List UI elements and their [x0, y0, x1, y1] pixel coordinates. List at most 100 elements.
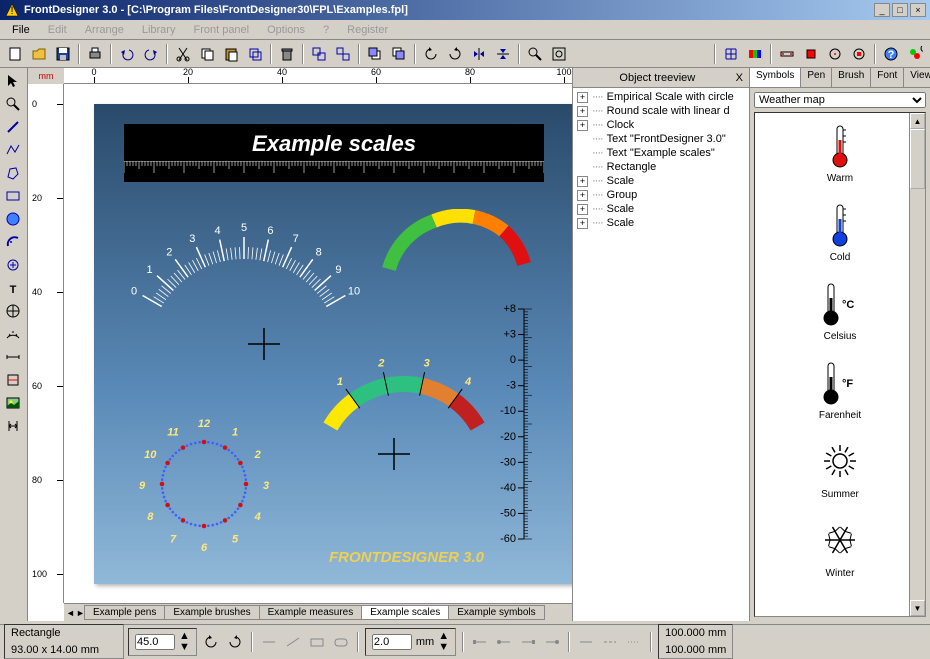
grid-button[interactable] [720, 43, 742, 65]
snap4-button[interactable] [848, 43, 870, 65]
select-tool[interactable] [2, 70, 24, 92]
new-button[interactable] [4, 43, 26, 65]
polyline-tool[interactable] [2, 139, 24, 161]
line-tool[interactable] [2, 116, 24, 138]
menu-edit[interactable]: Edit [40, 22, 75, 38]
menu-register[interactable]: Register [339, 22, 396, 38]
flip-h-button[interactable] [468, 43, 490, 65]
minimize-button[interactable]: _ [874, 3, 890, 17]
tree-item[interactable]: +····Group [575, 188, 747, 202]
cut-button[interactable] [172, 43, 194, 65]
menu-front-panel[interactable]: Front panel [185, 22, 257, 38]
rot-cw-button[interactable] [225, 632, 245, 652]
width-input[interactable] [372, 634, 412, 650]
polygon-tool[interactable] [2, 162, 24, 184]
open-button[interactable] [28, 43, 50, 65]
tab-measures[interactable]: Example measures [259, 605, 363, 620]
bring-front-button[interactable] [364, 43, 386, 65]
drill-tool[interactable] [2, 254, 24, 276]
scroll-down-button[interactable]: ▼ [910, 600, 925, 616]
rotate-right-button[interactable] [444, 43, 466, 65]
dash2-button[interactable] [600, 632, 620, 652]
tree-item[interactable]: ····Text "Example scales" [575, 146, 747, 160]
rtab-brush[interactable]: Brush [832, 68, 871, 87]
send-back-button[interactable] [388, 43, 410, 65]
menu-help[interactable]: ? [315, 22, 337, 38]
zoom-fit-button[interactable] [548, 43, 570, 65]
redo-button[interactable] [140, 43, 162, 65]
scroll-thumb[interactable] [910, 129, 925, 189]
tree-expand-icon[interactable]: + [577, 120, 588, 131]
ungroup-button[interactable] [332, 43, 354, 65]
rot-ccw-button[interactable] [201, 632, 221, 652]
flip-v-button[interactable] [492, 43, 514, 65]
end4-button[interactable] [542, 632, 562, 652]
width-stepper[interactable]: ▲▼ [438, 631, 449, 653]
angle-input[interactable] [135, 634, 175, 650]
tab-pens[interactable]: Example pens [84, 605, 165, 620]
close-button[interactable]: × [910, 3, 926, 17]
symbol-tool[interactable] [2, 369, 24, 391]
tree-item[interactable]: +····Scale [575, 202, 747, 216]
delete-button[interactable] [276, 43, 298, 65]
menu-file[interactable]: File [4, 22, 38, 38]
tree-item[interactable]: ····Text "FrontDesigner 3.0" [575, 132, 747, 146]
tree-expand-icon[interactable]: + [577, 190, 588, 201]
symbol-library-select[interactable]: Weather map [754, 92, 926, 108]
symbol-scrollbar[interactable]: ▲ ▼ [909, 113, 925, 616]
rtab-font[interactable]: Font [871, 68, 904, 87]
tab-symbols[interactable]: Example symbols [448, 605, 544, 620]
tab-scroll-left[interactable]: ◄ [66, 608, 75, 618]
tree-expand-icon[interactable]: + [577, 106, 588, 117]
dimension-tool[interactable] [2, 415, 24, 437]
rect-tool[interactable] [2, 185, 24, 207]
canvas[interactable]: Example scales 012345678910 [64, 84, 572, 603]
menu-library[interactable]: Library [134, 22, 184, 38]
tree-expand-icon[interactable]: + [577, 176, 588, 187]
symbol-item-cold[interactable]: Cold [755, 192, 925, 271]
tree-item[interactable]: +····Round scale with linear d [575, 104, 747, 118]
paste-button[interactable] [220, 43, 242, 65]
angle-stepper[interactable]: ▲▼ [179, 631, 190, 653]
crosshair-tool[interactable] [2, 300, 24, 322]
symbol-item-summer[interactable]: Summer [755, 429, 925, 508]
menu-options[interactable]: Options [259, 22, 313, 38]
zoom-button[interactable] [524, 43, 546, 65]
end1-button[interactable] [470, 632, 490, 652]
end2-button[interactable] [494, 632, 514, 652]
tab-scales[interactable]: Example scales [361, 605, 449, 620]
symbol-list[interactable]: WarmCold°CCelsius°FFarenheitSummerWinter… [754, 112, 926, 617]
symbol-item-winter[interactable]: Winter [755, 508, 925, 587]
tree-item[interactable]: +····Scale [575, 216, 747, 230]
maximize-button[interactable]: □ [892, 3, 908, 17]
print-button[interactable] [84, 43, 106, 65]
symbol-item-celsius[interactable]: °CCelsius [755, 271, 925, 350]
tree-expand-icon[interactable]: + [577, 92, 588, 103]
save-button[interactable] [52, 43, 74, 65]
tab-scroll-right[interactable]: ► [76, 608, 85, 618]
rtab-pen[interactable]: Pen [801, 68, 832, 87]
symbol-item-farenheit[interactable]: °FFarenheit [755, 350, 925, 429]
tree-expand-icon[interactable]: + [577, 204, 588, 215]
tree-item[interactable]: +····Clock [575, 118, 747, 132]
line2-button[interactable] [283, 632, 303, 652]
group-button[interactable] [308, 43, 330, 65]
menu-arrange[interactable]: Arrange [77, 22, 132, 38]
arc-tool[interactable] [2, 231, 24, 253]
end3-button[interactable] [518, 632, 538, 652]
undo-button[interactable] [116, 43, 138, 65]
line1-button[interactable] [259, 632, 279, 652]
circle-tool[interactable] [2, 208, 24, 230]
rtab-view[interactable]: View [904, 68, 930, 87]
toggle-on-button[interactable]: ON [904, 43, 926, 65]
scroll-up-button[interactable]: ▲ [910, 113, 925, 129]
zoom-tool[interactable] [2, 93, 24, 115]
rotate-left-button[interactable] [420, 43, 442, 65]
measure-tool[interactable] [2, 346, 24, 368]
snap1-button[interactable] [776, 43, 798, 65]
tree-expand-icon[interactable]: + [577, 218, 588, 229]
scale-tool[interactable] [2, 323, 24, 345]
line3-button[interactable] [307, 632, 327, 652]
tab-brushes[interactable]: Example brushes [164, 605, 259, 620]
rtab-symbols[interactable]: Symbols [750, 68, 801, 87]
